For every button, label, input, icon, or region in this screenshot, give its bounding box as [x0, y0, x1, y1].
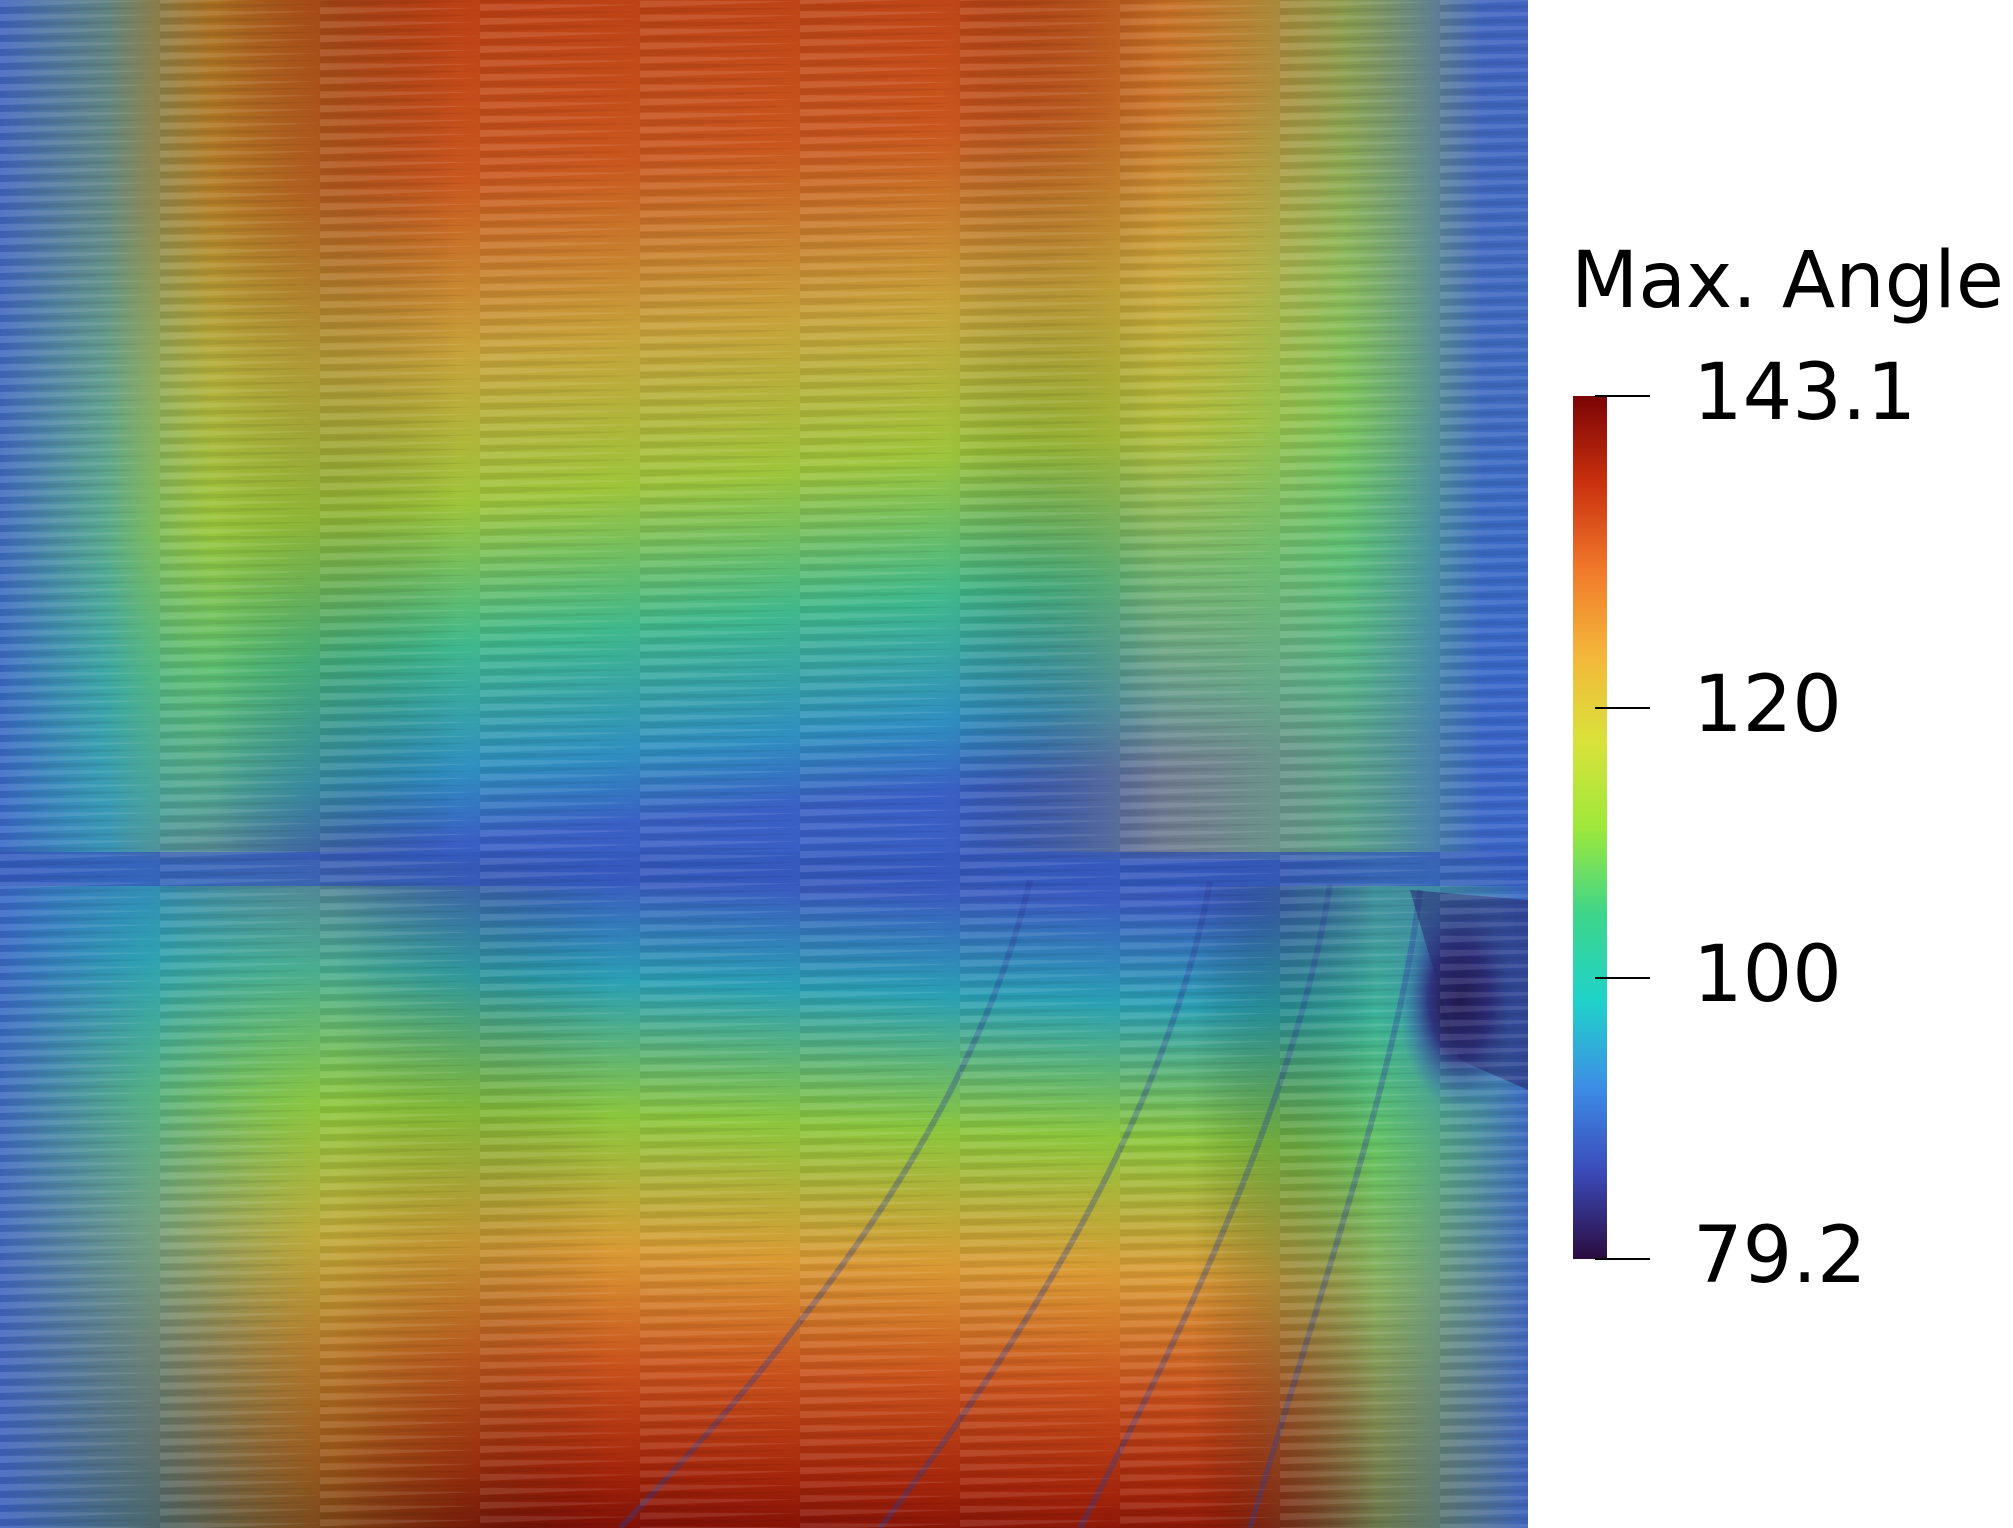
mesh-render-view — [0, 0, 1528, 1528]
colorbar — [1573, 396, 1607, 1259]
colorbar-tick-mark — [1595, 977, 1650, 980]
colorbar-tick-label: 143.1 — [1693, 348, 1917, 438]
legend-title: Max. Angle — [1571, 236, 2004, 326]
colorbar-tick-label: 100 — [1693, 930, 1842, 1021]
colorbar-tick-mark — [1595, 395, 1650, 397]
colorbar-tick-label: 79.2 — [1693, 1211, 1867, 1301]
colorbar-tick-mark — [1595, 1258, 1650, 1260]
colorbar-tick-label: 120 — [1693, 659, 1842, 750]
sliver-texture — [0, 0, 1528, 1528]
colorbar-tick-mark — [1595, 706, 1650, 709]
